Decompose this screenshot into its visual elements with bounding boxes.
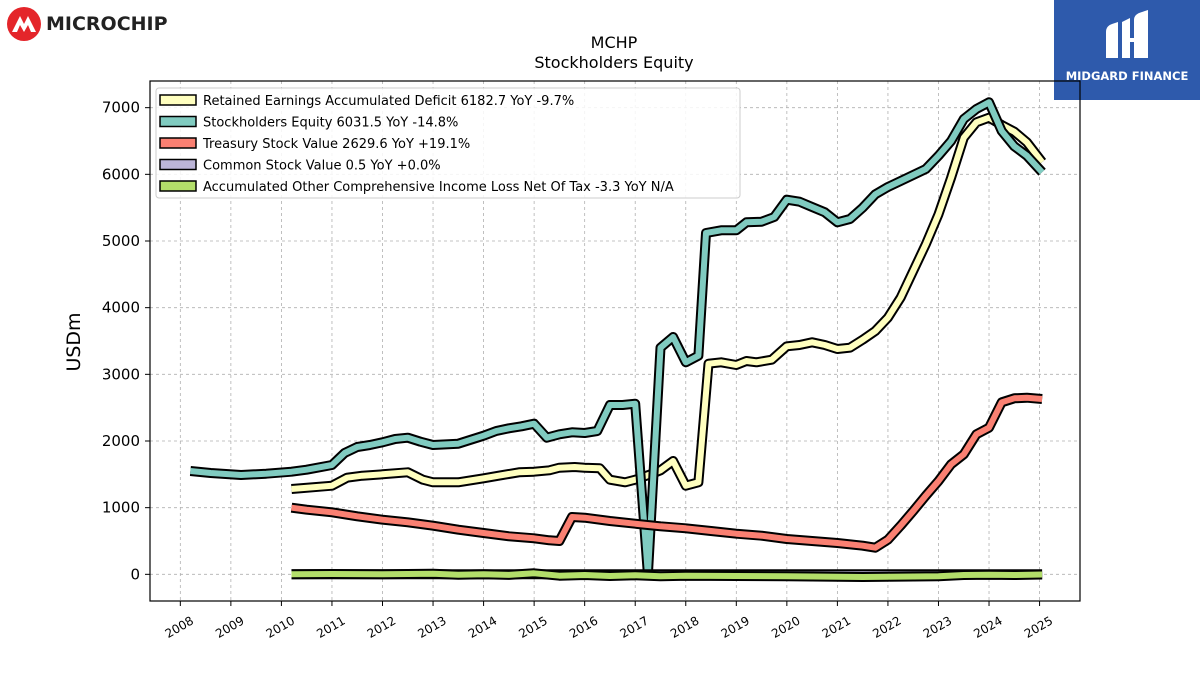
y-axis: 0 1000 2000 3000 4000 5000 6000 7000 [102, 99, 150, 583]
x-tick-label: 2014 [466, 614, 499, 641]
legend-swatch-2 [159, 137, 197, 149]
x-tick-label: 2015 [516, 614, 549, 641]
legend-entry-0: Retained Earnings Accumulated Deficit 61… [203, 94, 574, 109]
y-tick-label: 4000 [102, 299, 140, 317]
legend: Retained Earnings Accumulated Deficit 61… [155, 87, 741, 199]
series-line-2 [291, 394, 1043, 551]
x-tick-label: 2019 [719, 614, 752, 641]
x-tick-label: 2013 [415, 614, 448, 641]
series-line-4 [291, 570, 1043, 580]
y-tick-label: 2000 [102, 432, 140, 450]
x-tick-label: 2008 [163, 614, 196, 641]
legend-entry-2: Treasury Stock Value 2629.6 YoY +19.1% [202, 137, 470, 152]
x-tick-label: 2023 [921, 614, 954, 641]
x-tick-label: 2021 [820, 614, 853, 641]
x-tick-label: 2025 [1022, 614, 1055, 641]
series-line-1 [190, 99, 1045, 578]
x-tick-label: 2017 [617, 614, 650, 641]
x-tick-label: 2020 [769, 614, 802, 641]
y-tick-label: 5000 [102, 232, 140, 250]
y-tick-label: 6000 [102, 165, 140, 183]
series-layer [189, 97, 1047, 582]
x-tick-label: 2024 [971, 614, 1004, 641]
legend-entry-3: Common Stock Value 0.5 YoY +0.0% [203, 159, 441, 174]
legend-box [155, 87, 741, 199]
x-tick-label: 2011 [314, 614, 347, 641]
legend-swatch-3 [159, 158, 197, 171]
legend-entry-4: Accumulated Other Comprehensive Income L… [203, 180, 674, 195]
microchip-logo: MICROCHIP [6, 4, 186, 44]
brand-text: MIDGARD FINANCE [1066, 69, 1189, 83]
y-tick-label: 0 [130, 565, 140, 583]
x-tick-label: 2016 [567, 614, 600, 641]
y-axis-label: USDm [63, 312, 85, 371]
logo-text: MICROCHIP [46, 13, 168, 35]
x-tick-label: 2009 [213, 614, 246, 641]
plot-frame [149, 80, 1081, 602]
chart-title: MCHP [591, 33, 638, 52]
chart-subtitle: Stockholders Equity [534, 53, 693, 72]
y-tick-label: 3000 [102, 365, 140, 383]
midgard-finance-brand: MIDGARD FINANCE [1054, 0, 1200, 100]
x-tick-label: 2012 [365, 614, 398, 641]
series-line-0 [291, 114, 1045, 492]
y-tick-label: 1000 [102, 499, 140, 517]
x-tick-label: 2018 [668, 614, 701, 641]
y-tick-label: 7000 [102, 99, 140, 117]
x-axis: 2008 2009 2010 2011 2012 2013 2014 2015 2016 2017… [163, 601, 1055, 641]
legend-swatch-4 [159, 180, 197, 192]
x-tick-label: 2010 [264, 614, 297, 641]
midgard-logo-icon [1106, 10, 1148, 58]
legend-entry-1: Stockholders Equity 6031.5 YoY -14.8% [203, 116, 458, 131]
legend-swatch-0 [159, 94, 197, 106]
legend-swatch-1 [159, 115, 197, 128]
x-tick-label: 2022 [870, 614, 903, 641]
